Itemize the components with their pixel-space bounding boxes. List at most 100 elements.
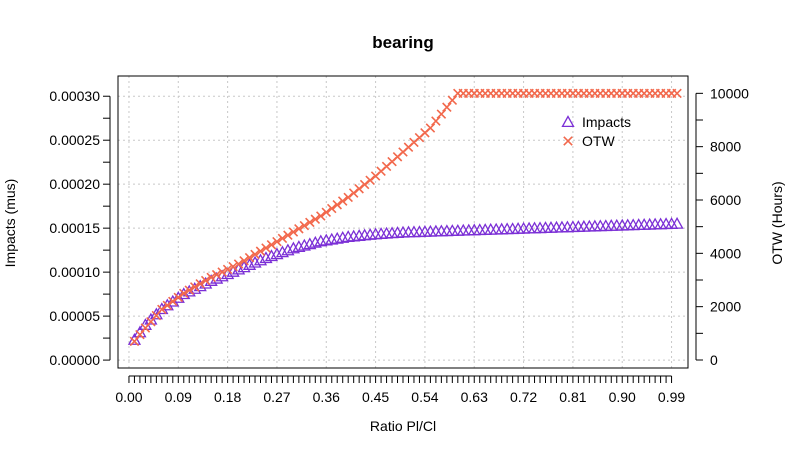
otw-point [206,272,216,283]
impacts-point [286,241,300,254]
otw-point [135,329,145,340]
x-tick-label: 0.81 [559,389,586,405]
otw-point [222,264,233,275]
x-axis-label: Ratio Pl/Cl [370,418,436,434]
otw-point [228,261,238,272]
otw-point [436,109,447,119]
otw-point [211,269,222,280]
impacts-point [670,216,684,229]
y-tick-label: 0.00000 [49,352,100,368]
x-tick-label: 0.27 [263,389,290,405]
otw-point [157,304,167,315]
x-tick-label: 0.45 [362,389,389,405]
y-tick-label: 0.00005 [49,308,100,324]
impacts-point [281,243,295,256]
legend-marker-otw [563,136,573,146]
series-impacts [127,216,684,345]
otw-point [310,214,321,224]
plot-area [117,75,689,369]
legend-label: OTW [582,133,615,149]
otw-point [447,95,458,106]
otw-point [288,227,299,237]
y2-axis-label: OTW (Hours) [769,181,785,264]
otw-point [200,275,211,286]
otw-point [283,230,293,240]
x-tick-label: 0.36 [313,389,340,405]
impacts-point [270,247,284,260]
otw-point [359,179,370,190]
otw-point [354,184,364,194]
otw-point [173,292,184,303]
impacts-point [171,291,185,303]
otw-point [195,278,205,289]
otw-point [266,240,277,250]
impacts-point [275,245,290,258]
x-tick-label: 0.18 [214,389,241,405]
series-otw [129,88,682,347]
otw-point [442,102,452,112]
impacts-point [303,237,317,250]
y-axis-left: 0.00000 0.00005 0.00010 0.00015 0.00020 0.000… [49,88,111,368]
otw-point [672,88,682,99]
y2-tick-label: 0 [710,352,718,368]
otw-point [332,200,342,210]
x-tick-label: 0.54 [411,389,438,405]
otw-point [250,249,260,260]
impacts-point [264,249,279,262]
legend-label: Impacts [582,114,631,130]
y2-tick-label: 6000 [710,192,741,208]
impacts-point [221,267,235,280]
otw-point [316,211,326,221]
otw-point [326,203,337,214]
y2-tick-label: 2000 [710,299,741,315]
legend-marker-impacts [561,115,575,128]
x-tick-label: 0.63 [461,389,488,405]
x-tick-label: 0.00 [115,389,142,405]
impacts-point [292,240,306,253]
x-tick-label: 0.90 [609,389,636,405]
y2-tick-label: 8000 [710,139,741,155]
y-tick-label: 0.00020 [49,176,100,192]
legend: Impacts OTW [561,114,631,149]
otw-point [189,282,200,292]
impacts-point [248,255,262,268]
x-axis: 0.00 0.09 0.18 0.27 0.36 0.45 0.54 0.63 0.72 0.81… [115,375,685,405]
otw-point [179,288,189,299]
otw-point [261,243,271,253]
x-tick-label: 0.09 [165,389,192,405]
plot-frame [117,75,689,369]
otw-point [277,233,288,244]
x-tick-label: 0.72 [510,389,537,405]
y-axis-right: 0 2000 4000 6000 8000 10000 [695,85,749,368]
chart-title: bearing [372,33,433,52]
y-tick-label: 0.00030 [49,88,100,104]
y-axis-label: Impacts (mus) [2,179,18,268]
y-tick-label: 0.00010 [49,264,100,280]
legend-item-otw: OTW [563,133,615,149]
y2-tick-label: 4000 [710,245,741,261]
y2-tick-label: 10000 [710,85,749,101]
otw-point [239,256,249,266]
otw-point [337,196,348,206]
impacts-point [308,235,322,248]
otw-point [425,123,436,133]
otw-point [299,220,310,231]
otw-point [343,192,353,203]
otw-point [217,267,227,277]
series-layer [127,88,684,347]
otw-point [129,336,140,347]
otw-point [431,116,441,126]
impacts-point [259,251,273,264]
otw-point [244,252,255,263]
otw-point [184,285,195,295]
otw-point [255,246,266,256]
otw-point [233,259,244,269]
otw-point [162,300,173,311]
y-tick-label: 0.00015 [49,220,100,236]
impacts-point [253,253,268,266]
otw-point [321,207,332,218]
otw-point [168,296,178,307]
otw-point [348,188,359,198]
